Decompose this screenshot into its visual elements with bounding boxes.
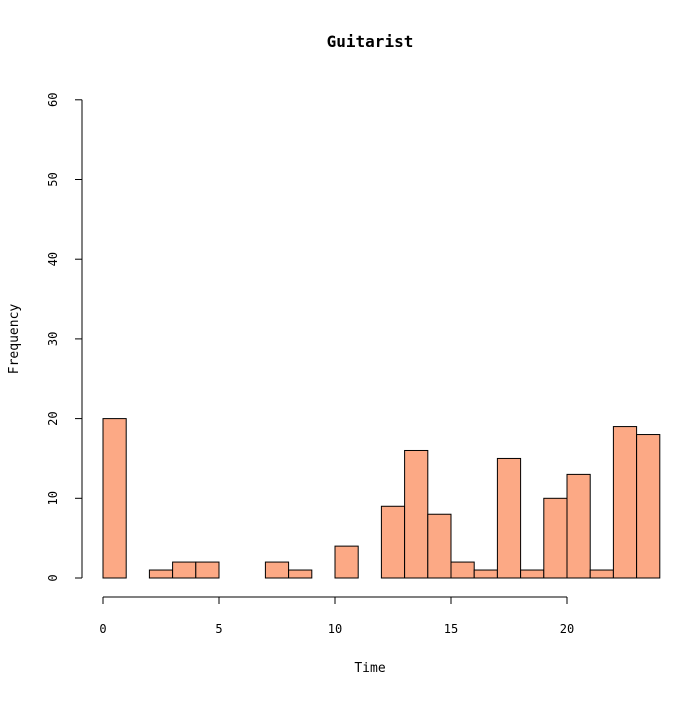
- histogram-bar-22: [612, 426, 638, 579]
- histogram-bar-17: [496, 457, 522, 579]
- histogram-bar-18: [520, 569, 545, 579]
- histogram-bar-20: [566, 473, 591, 579]
- y-axis-label: Frequency: [7, 304, 22, 375]
- y-tick-label: 40: [46, 252, 60, 266]
- histogram-bar-14: [427, 513, 452, 579]
- histogram-bar-8: [288, 569, 313, 579]
- histogram-bar-4: [195, 561, 220, 579]
- histogram-bar-7: [264, 561, 290, 579]
- chart-title: Guitarist: [327, 32, 414, 51]
- histogram-bar-3: [172, 561, 197, 579]
- y-tick-label: 0: [46, 574, 60, 581]
- x-axis-label: Time: [354, 661, 385, 676]
- histogram-bar-16: [473, 569, 498, 579]
- y-tick-label: 50: [46, 172, 60, 186]
- y-tick-label: 10: [46, 491, 60, 505]
- x-tick-label: 5: [215, 622, 222, 636]
- histogram-bar-23: [636, 434, 661, 579]
- histogram-bar-15: [450, 561, 475, 579]
- histogram-bar-13: [404, 449, 429, 579]
- histogram-bar-21: [589, 569, 614, 579]
- y-axis: 0 10 20 30 40 50 60: [46, 93, 83, 582]
- histogram-bar-2: [148, 569, 174, 579]
- x-tick-label: 0: [99, 622, 106, 636]
- y-tick-label: 20: [46, 411, 60, 425]
- histogram-bar-12: [380, 505, 406, 579]
- x-axis: 0 5 10 15 20: [99, 596, 574, 636]
- x-tick-label: 20: [560, 622, 574, 636]
- x-tick-label: 10: [328, 622, 342, 636]
- histogram-bar-10: [334, 545, 359, 579]
- histogram-bar-19: [543, 497, 568, 579]
- y-tick-label: 30: [46, 332, 60, 346]
- histogram-bar-0: [102, 418, 127, 579]
- y-tick-label: 60: [46, 93, 60, 107]
- bars-group: [102, 418, 661, 579]
- x-tick-label: 15: [444, 622, 458, 636]
